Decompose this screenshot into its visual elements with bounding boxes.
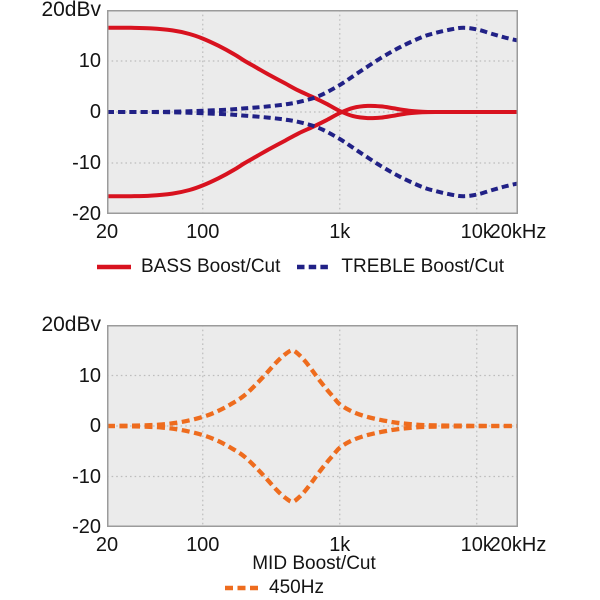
y-tick-label: -10 xyxy=(72,152,101,174)
x-tick-label: 20kHz xyxy=(489,221,547,243)
y-tick-label: 0 xyxy=(89,101,101,123)
x-tick-label: 20kHz xyxy=(489,534,547,556)
treble-dashed-line-swatch xyxy=(296,263,332,271)
y-tick-label: 10 xyxy=(78,50,101,72)
legend-label-bass: BASS Boost/Cut xyxy=(140,256,281,277)
mid-axis-title: MID Boost/Cut xyxy=(252,553,376,574)
y-tick-label: 0 xyxy=(89,415,101,437)
legend-item-bass: BASS Boost/Cut xyxy=(96,256,280,278)
y-tick-label: 10 xyxy=(78,364,101,387)
plot-border xyxy=(107,10,518,214)
x-tick-label: 100 xyxy=(186,221,220,243)
plot-border xyxy=(107,325,518,527)
bass-treble-plot-area xyxy=(107,10,518,214)
curve-treble-cut xyxy=(107,109,518,199)
y-tick-label: -10 xyxy=(72,465,101,488)
mid-response-canvas xyxy=(107,325,518,527)
x-tick-label: 1k xyxy=(329,221,351,243)
legend-bass-treble: BASS Boost/Cut TREBLE Boost/Cut xyxy=(0,256,600,278)
legend-label-mid: 450Hz xyxy=(269,577,324,598)
legend-label-treble: TREBLE Boost/Cut xyxy=(341,256,505,277)
y-axis-unit-label: 20dBv xyxy=(41,313,101,336)
y-tick-label: -20 xyxy=(72,516,101,538)
curve-bass-boost xyxy=(107,25,518,121)
x-tick-label: 20 xyxy=(95,534,119,556)
x-tick-label: 10k xyxy=(460,534,493,556)
y-axis-unit-label: 20dBv xyxy=(41,0,101,21)
mid-dashed-line-swatch xyxy=(224,584,260,592)
bass-treble-response-canvas xyxy=(107,10,518,214)
curve-treble-boost xyxy=(107,25,518,115)
x-tick-label: 10k xyxy=(460,221,493,243)
mid-plot-area xyxy=(107,325,518,527)
bass-line-swatch xyxy=(96,263,132,271)
curve-bass-cut xyxy=(107,103,518,199)
curve-mid-boost xyxy=(107,348,518,429)
legend-item-mid: 450Hz xyxy=(224,577,324,599)
legend-item-treble: TREBLE Boost/Cut xyxy=(296,256,504,278)
x-tick-label: 1k xyxy=(329,534,351,556)
y-tick-label: -20 xyxy=(72,203,101,225)
x-tick-label: 20 xyxy=(95,221,119,243)
x-tick-label: 100 xyxy=(186,534,220,556)
legend-mid: 450Hz xyxy=(0,577,600,599)
curve-mid-cut xyxy=(107,423,518,504)
